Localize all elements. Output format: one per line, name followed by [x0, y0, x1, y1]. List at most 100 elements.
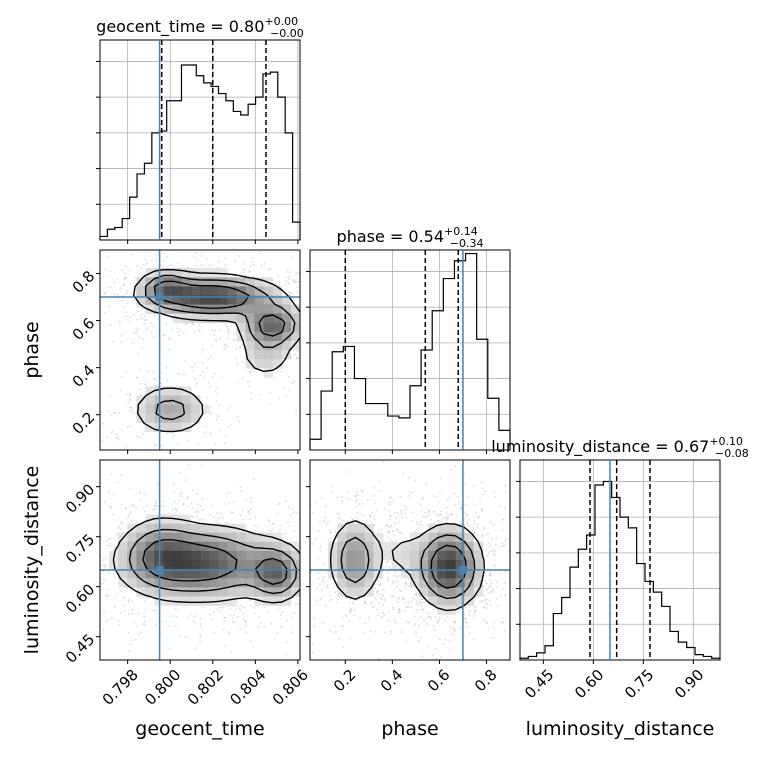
sample-point: [504, 630, 506, 633]
sample-point: [501, 542, 504, 545]
sample-point: [186, 616, 189, 619]
density-cell: [245, 560, 255, 570]
density-cell: [254, 331, 264, 342]
density-cell: [290, 587, 300, 597]
sample-point: [520, 548, 522, 550]
sample-point: [280, 625, 283, 628]
sample-point: [333, 535, 336, 538]
sample-point: [155, 444, 158, 447]
sample-point: [207, 264, 210, 267]
sample-point: [481, 510, 484, 512]
density-cell: [281, 587, 292, 597]
sample-point: [283, 387, 286, 390]
sample-point: [361, 490, 364, 493]
sample-point: [152, 509, 155, 512]
sample-point: [154, 377, 156, 380]
sample-point: [437, 501, 440, 504]
sample-point: [218, 329, 221, 332]
sample-point: [103, 501, 106, 503]
sample-point: [238, 420, 241, 423]
y-tick-label: 0.4: [69, 361, 99, 391]
density-cell: [227, 596, 237, 606]
sample-point: [214, 372, 217, 375]
sample-point: [315, 515, 317, 517]
sample-point: [303, 362, 305, 364]
density-cell: [437, 541, 447, 552]
sample-point: [138, 310, 140, 312]
sample-point: [319, 353, 321, 355]
sample-point: [346, 491, 348, 493]
sample-point: [158, 248, 160, 250]
sample-point: [245, 625, 247, 627]
sample-point: [460, 506, 463, 509]
sample-point: [389, 515, 392, 518]
density-cell: [254, 340, 264, 351]
sample-point: [532, 527, 534, 529]
sample-point: [447, 515, 449, 518]
sample-point: [160, 505, 163, 508]
sample-point: [438, 638, 441, 641]
sample-point: [251, 257, 254, 259]
sample-point: [377, 579, 379, 582]
contour-line: [144, 274, 296, 421]
panel-inner: [310, 460, 534, 660]
sample-point: [333, 466, 335, 468]
sample-point: [439, 513, 441, 515]
sample-point: [407, 601, 410, 604]
sample-point: [145, 264, 148, 266]
sample-point: [347, 520, 349, 523]
sample-point: [56, 253, 58, 255]
sample-point: [356, 498, 359, 501]
density-cell: [254, 541, 264, 552]
sample-point: [174, 501, 177, 503]
sample-point: [60, 296, 62, 298]
sample-point: [153, 336, 156, 338]
sample-point: [456, 514, 459, 517]
sample-point: [124, 507, 127, 509]
density-cell: [190, 413, 201, 423]
sample-point: [483, 606, 485, 609]
scatter-panel-geocent_time-luminosity_distance: [91, 452, 335, 664]
sample-point: [91, 511, 93, 513]
x-tick-label: 0.8: [471, 666, 501, 696]
sample-point: [315, 537, 317, 540]
sample-point: [411, 519, 413, 522]
sample-point: [196, 493, 199, 495]
density-cell: [209, 286, 219, 296]
sample-point: [247, 510, 250, 513]
sample-point: [427, 511, 430, 514]
sample-point: [216, 392, 219, 395]
density-cell: [290, 578, 300, 588]
density-cell: [245, 587, 255, 597]
density-cell: [136, 587, 146, 597]
sample-point: [396, 600, 399, 603]
sample-point: [505, 490, 508, 493]
sample-point: [139, 393, 142, 396]
sample-point: [341, 500, 344, 503]
sample-point: [388, 532, 391, 534]
sample-point: [413, 624, 416, 627]
sample-point: [388, 509, 391, 512]
sample-point: [296, 290, 299, 293]
density-cell: [245, 304, 255, 314]
sample-point: [97, 452, 99, 454]
density-cell: [346, 523, 356, 533]
density-cell: [455, 550, 465, 561]
density-cell: [373, 541, 383, 552]
density-cell: [337, 532, 347, 543]
sample-point: [345, 614, 348, 617]
sample-point: [381, 616, 384, 619]
sample-point: [121, 429, 123, 432]
density-cell: [391, 560, 402, 570]
sample-point: [153, 378, 156, 380]
sample-point: [331, 641, 333, 643]
sample-point: [419, 601, 422, 603]
sample-point: [160, 382, 163, 385]
sample-point: [369, 514, 372, 517]
sample-point: [311, 642, 314, 645]
sample-point: [239, 627, 241, 630]
density-cell: [218, 560, 228, 570]
sample-point: [488, 545, 491, 548]
sample-point: [455, 606, 458, 609]
sample-point: [142, 338, 144, 340]
